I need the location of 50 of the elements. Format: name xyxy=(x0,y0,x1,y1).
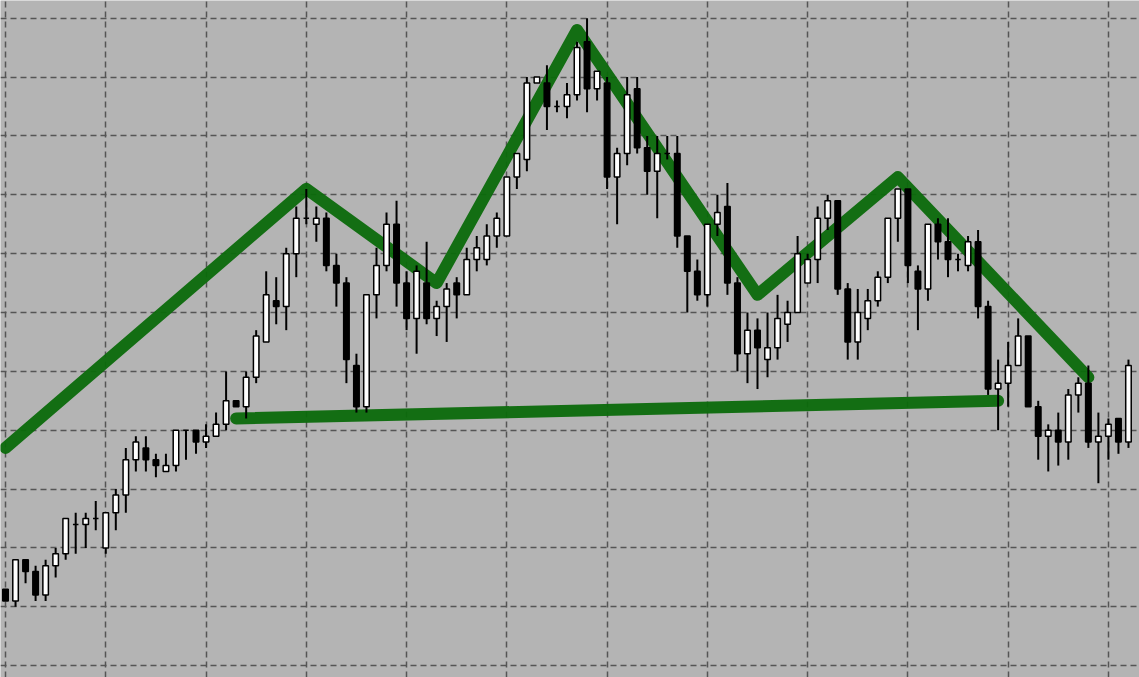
candlestick xyxy=(453,276,461,320)
candlestick xyxy=(804,252,812,285)
candlestick xyxy=(914,264,922,332)
candlestick xyxy=(784,299,792,343)
candlestick xyxy=(563,81,571,120)
candlestick xyxy=(1044,423,1052,473)
candlestick xyxy=(312,205,320,243)
candlestick xyxy=(824,193,832,232)
candlestick xyxy=(994,358,1002,432)
candlestick xyxy=(112,488,120,532)
candlestick xyxy=(32,564,40,602)
candlestick xyxy=(332,252,340,308)
candlestick xyxy=(613,146,621,226)
candlestick xyxy=(152,452,160,479)
candlestick xyxy=(212,411,220,438)
candlestick xyxy=(222,370,230,432)
candlestick xyxy=(1054,411,1062,467)
candlestick xyxy=(272,276,280,326)
candlestick xyxy=(743,311,751,385)
candlestick xyxy=(1114,417,1122,455)
candlestick xyxy=(22,558,30,585)
candlestick xyxy=(593,70,601,102)
candlestick xyxy=(1104,417,1112,461)
candlestick xyxy=(653,134,661,220)
candlestick xyxy=(753,317,761,391)
candlestick xyxy=(192,429,200,455)
candlestick xyxy=(643,134,651,196)
candlestick xyxy=(934,217,942,261)
candlestick xyxy=(513,152,521,190)
candlestick xyxy=(473,234,481,273)
candlestick xyxy=(483,223,491,267)
candlestick xyxy=(202,423,210,449)
candlestick xyxy=(864,287,872,332)
candlestick xyxy=(443,282,451,343)
candlestick xyxy=(944,217,952,279)
candlestick xyxy=(713,193,721,237)
candlestick xyxy=(693,258,701,302)
candlestick xyxy=(433,299,441,338)
candlestick xyxy=(964,234,972,273)
candlestick xyxy=(1074,376,1082,414)
candlestick xyxy=(764,311,772,379)
candlestick xyxy=(132,435,140,473)
candlestick xyxy=(82,511,90,549)
candlestick xyxy=(1094,411,1102,485)
candlestick xyxy=(1004,340,1012,408)
candlestick xyxy=(543,64,551,132)
candlestick xyxy=(142,435,150,473)
candlestick xyxy=(493,211,501,249)
candlestick xyxy=(874,270,882,308)
candlestick xyxy=(52,546,60,579)
